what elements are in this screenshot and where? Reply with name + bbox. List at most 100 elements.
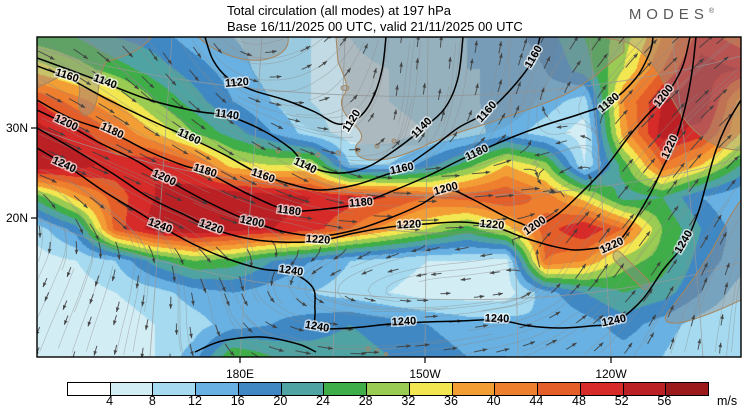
title-block: Total circulation (all modes) at 197 hPa… (227, 3, 523, 35)
wind-arrow-head (179, 259, 184, 265)
contour-label: 1240 (50, 154, 77, 175)
wind-arrow-head (395, 140, 400, 145)
wind-arrow-head (598, 342, 604, 347)
wind-arrow-head (421, 132, 425, 138)
wind-arrow-head (171, 80, 177, 86)
landmasses (37, 37, 741, 356)
wind-arrow-head (323, 126, 329, 131)
wind-arrow-head (276, 75, 282, 79)
wind-arrow-head (271, 50, 277, 54)
wind-arrow-head (422, 83, 427, 88)
streamline (420, 85, 538, 174)
lon-label: 150W (409, 367, 441, 381)
colorbar-tick: 32 (401, 394, 416, 408)
streamline (588, 165, 692, 299)
wind-arrow-head (257, 218, 263, 223)
streamline (633, 100, 741, 222)
contour-line-1180 (37, 37, 654, 212)
streamline (242, 157, 401, 207)
streamline (281, 333, 448, 347)
wind-arrow-head (380, 138, 385, 143)
wind-arrow-head (433, 314, 438, 319)
wind-arrow-head (355, 147, 361, 152)
wind-arrow-head (553, 208, 559, 214)
wind-arrow-head (651, 314, 656, 320)
streamline (462, 39, 512, 153)
streamline (543, 124, 641, 261)
streamline (556, 37, 598, 115)
streamline (598, 37, 683, 151)
wind-arrow-head (131, 98, 137, 103)
colorbar-cell (110, 383, 154, 395)
streamline (221, 37, 305, 59)
wind-arrow-head (704, 90, 709, 95)
wind-arrow-head (206, 257, 211, 263)
wind-arrow-head (196, 107, 201, 112)
wind-arrow-head (437, 88, 442, 94)
wind-arrow-head (588, 174, 593, 180)
wind-arrow-head (452, 346, 458, 351)
wind-arrow-head (723, 56, 729, 61)
wind-arrow-head (107, 121, 112, 126)
wind-arrow-head (38, 233, 42, 238)
wind-arrow-head (601, 109, 606, 115)
wind-arrow-head (431, 272, 436, 276)
contour-label: 1160 (176, 126, 203, 147)
wind-arrow-head (311, 269, 317, 275)
streamline (242, 313, 402, 351)
wind-arrow-head (709, 105, 714, 110)
streamline (57, 195, 94, 349)
contour-label: 1240 (304, 319, 330, 335)
wind-arrow-head (596, 213, 601, 219)
colorbar (67, 382, 709, 396)
streamline (85, 265, 114, 352)
wind-arrow-head (498, 79, 503, 85)
wind-arrow-head (726, 262, 730, 268)
wind-arrow-head (310, 257, 316, 262)
streamline (150, 156, 307, 218)
wind-arrow-head (98, 253, 103, 259)
wind-arrow-head (289, 280, 294, 286)
wind-arrow-head (182, 127, 188, 132)
streamline (515, 41, 549, 120)
wind-arrow-head (247, 327, 253, 333)
wind-arrow-head (395, 85, 399, 90)
wind-arrow-head (135, 180, 141, 185)
contour-line-1120 (204, 37, 387, 125)
lon-label: 120W (595, 367, 627, 381)
streamline (126, 209, 192, 354)
wind-arrow-head (333, 255, 339, 260)
wind-arrow-head (537, 179, 542, 185)
wind-arrow-head (260, 146, 266, 150)
contour-line-1160 (37, 37, 541, 191)
wind-arrow-head (249, 262, 254, 268)
wind-arrow-head (650, 158, 655, 164)
map-frame (36, 36, 742, 358)
wind-arrow-head (339, 200, 345, 205)
streamline (418, 189, 559, 200)
wind-arrow-head (322, 61, 327, 66)
wind-arrow-head (534, 153, 540, 157)
streamline (600, 238, 689, 354)
colorbar-cell (495, 383, 539, 395)
streamline (236, 210, 337, 290)
streamline (37, 189, 68, 271)
wind-arrow-head (276, 102, 282, 107)
wind-arrow-head (556, 283, 561, 289)
wind-arrow-head (480, 253, 486, 258)
streamline (367, 258, 494, 303)
wind-arrow-head (699, 58, 704, 64)
wind-arrow-head (483, 324, 488, 328)
wind-arrow-head (387, 269, 393, 273)
wind-arrow-head (206, 155, 211, 160)
wind-arrow-head (620, 311, 626, 316)
wind-arrow-head (305, 46, 311, 50)
wind-arrow-head (720, 314, 724, 320)
wind-arrow-head (167, 59, 172, 65)
wind-arrow-head (488, 193, 494, 198)
wind-arrow-head (566, 81, 571, 87)
landmass-siberia (37, 37, 153, 116)
wind-arrow-head (178, 225, 184, 229)
streamline (179, 41, 236, 106)
landmass-baja (612, 250, 651, 290)
